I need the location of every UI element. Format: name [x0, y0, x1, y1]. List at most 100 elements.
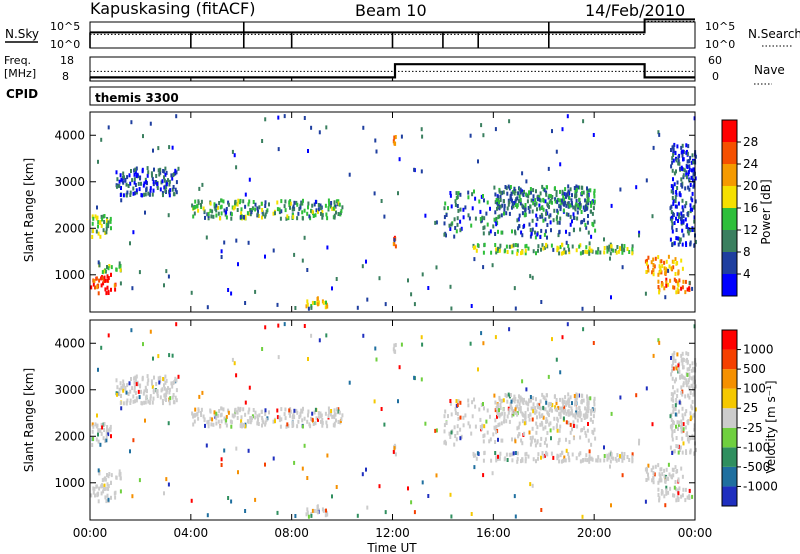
velocity-cell [551, 337, 553, 342]
velocity-cell [569, 395, 572, 400]
velocity-cell [230, 424, 233, 429]
velocity-cell [239, 406, 242, 411]
power-cell [132, 191, 135, 196]
power-cell [135, 188, 138, 193]
power-cell [366, 297, 369, 302]
velocity-cell [545, 400, 548, 405]
power-cell [559, 162, 562, 167]
velocity-cell [498, 397, 501, 402]
velocity-cell [591, 419, 594, 424]
power-cell [276, 200, 279, 205]
power-cell [536, 232, 539, 237]
power-cell [171, 145, 174, 150]
power-cell [508, 119, 511, 124]
power-cell [325, 125, 328, 130]
velocity-cell [638, 438, 641, 443]
power-cell [684, 217, 687, 222]
velocity-cell [681, 474, 684, 479]
power-cell [500, 230, 503, 235]
velocity-cell [540, 508, 543, 512]
velocity-cell [289, 409, 292, 414]
power-cell [534, 230, 536, 235]
power-cell [675, 204, 678, 209]
velocity-cell [298, 415, 301, 419]
power-cell [672, 190, 675, 195]
velocity-cell [554, 407, 557, 412]
power-cell [98, 278, 101, 283]
velocity-cell [276, 408, 279, 413]
power-cell [119, 173, 122, 178]
power-cell [676, 287, 679, 292]
power-colorbar-segment [722, 252, 737, 274]
power-cell [292, 214, 295, 219]
power-cell [559, 245, 562, 250]
power-cell [132, 230, 135, 235]
velocity-cell [373, 399, 376, 404]
velocity-cell [546, 443, 548, 448]
velocity-cell [230, 420, 233, 425]
power-cell [435, 220, 438, 225]
velocity-cell [672, 398, 675, 403]
power-cell [393, 135, 396, 140]
velocity-cell [97, 499, 100, 504]
power-cell [302, 198, 304, 203]
power-cell [676, 261, 679, 265]
velocity-cell [582, 458, 585, 462]
velocity-cell [97, 367, 99, 372]
power-cell [472, 245, 475, 250]
power-cell [687, 144, 690, 149]
velocity-cell [200, 411, 202, 415]
power-cell [590, 209, 592, 214]
power-cell [243, 215, 245, 220]
velocity-cell [420, 335, 423, 340]
power-cell [196, 204, 199, 209]
velocity-cell [130, 377, 132, 381]
power-cell [398, 157, 401, 162]
velocity-cell [207, 424, 210, 429]
velocity-cell [456, 412, 459, 416]
power-cell [694, 240, 697, 245]
velocity-cell [449, 401, 452, 406]
power-cell [454, 199, 457, 204]
power-cell [204, 215, 206, 220]
power-cell [691, 207, 694, 212]
velocity-cell [693, 412, 696, 417]
velocity-cell [518, 432, 521, 437]
velocity-cell [280, 407, 283, 412]
velocity-cell [606, 457, 609, 462]
power-cell [540, 228, 543, 233]
power-cell [631, 244, 634, 249]
power-cell [337, 199, 340, 204]
velocity-cell [512, 451, 515, 456]
power-cell [261, 215, 263, 220]
velocity-cell [511, 452, 514, 457]
power-cell [495, 216, 498, 221]
velocity-cell [562, 402, 565, 407]
velocity-cell [209, 416, 212, 421]
velocity-cell [498, 408, 500, 413]
velocity-cell [623, 456, 626, 461]
velocity-cell [143, 389, 146, 394]
velocity-cell [264, 408, 267, 413]
velocity-cell [394, 349, 397, 354]
velocity-cell [522, 401, 525, 405]
power-cell [511, 244, 514, 249]
velocity-cell [483, 424, 486, 429]
power-cell [677, 161, 680, 166]
power-cell [521, 189, 523, 194]
velocity-cell [672, 468, 675, 473]
power-cell [584, 249, 587, 254]
power-cell [579, 203, 582, 208]
power-cell [482, 226, 485, 231]
power-cell [152, 148, 154, 153]
power-cell [251, 208, 253, 212]
velocity-cell [177, 374, 180, 379]
power-cell [545, 211, 548, 216]
power-cell [235, 165, 238, 170]
velocity-cell [383, 422, 386, 427]
power-cell [584, 222, 587, 227]
power-cell [219, 216, 221, 221]
power-cell [675, 216, 677, 221]
velocity-cell [524, 452, 527, 457]
power-cell [498, 214, 501, 219]
